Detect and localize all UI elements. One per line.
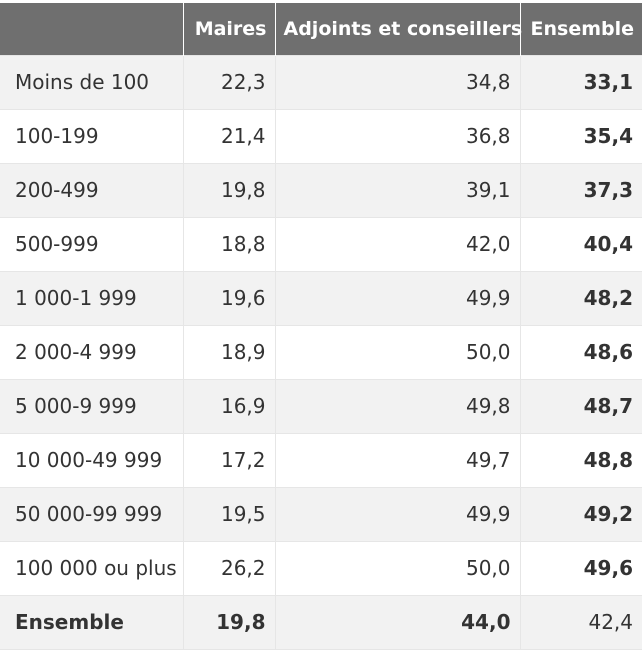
cell-ensemble: 48,6: [519, 324, 642, 379]
cell-maires: 26,2: [182, 540, 275, 595]
cell-adjoints: 44,0: [274, 594, 520, 650]
row-label: 100 000 ou plus: [0, 540, 183, 595]
cell-adjoints: 49,9: [274, 270, 520, 325]
cell-adjoints: 34,8: [274, 54, 520, 109]
cell-maires: 19,8: [182, 594, 275, 650]
cell-maires: 18,9: [182, 324, 275, 379]
header-cell-category: [0, 3, 183, 55]
header-cell-adjoints: Adjoints et conseillers: [274, 3, 522, 55]
table-row: 50 000-99 999 19,5 49,9 49,2: [0, 486, 642, 541]
cell-maires: 19,8: [182, 162, 275, 217]
table-row: 100 000 ou plus 26,2 50,0 49,6: [0, 540, 642, 595]
cell-ensemble: 49,2: [519, 486, 642, 541]
cell-maires: 18,8: [182, 216, 275, 271]
cell-ensemble: 33,1: [519, 54, 642, 109]
total-row: Ensemble 19,8 44,0 42,4: [0, 594, 642, 650]
header-row: Maires Adjoints et conseillers Ensemble: [0, 3, 642, 55]
cell-ensemble: 48,7: [519, 378, 642, 433]
cell-maires: 22,3: [182, 54, 275, 109]
table-row: 500-999 18,8 42,0 40,4: [0, 216, 642, 271]
row-label: Ensemble: [0, 594, 183, 650]
cell-ensemble: 48,2: [519, 270, 642, 325]
header-cell-ensemble: Ensemble: [519, 3, 642, 55]
cell-maires: 16,9: [182, 378, 275, 433]
table-row: 2 000-4 999 18,9 50,0 48,6: [0, 324, 642, 379]
row-label: 50 000-99 999: [0, 486, 183, 541]
cell-maires: 19,6: [182, 270, 275, 325]
cell-ensemble: 40,4: [519, 216, 642, 271]
cell-adjoints: 50,0: [274, 324, 520, 379]
row-label: 2 000-4 999: [0, 324, 183, 379]
table-body: Moins de 100 22,3 34,8 33,1 100-199 21,4…: [0, 54, 642, 650]
table-row: 200-499 19,8 39,1 37,3: [0, 162, 642, 217]
row-label: 100-199: [0, 108, 183, 163]
cell-maires: 17,2: [182, 432, 275, 487]
table-row: 1 000-1 999 19,6 49,9 48,2: [0, 270, 642, 325]
cell-adjoints: 49,8: [274, 378, 520, 433]
table-row: 10 000-49 999 17,2 49,7 48,8: [0, 432, 642, 487]
cell-adjoints: 50,0: [274, 540, 520, 595]
cell-ensemble: 37,3: [519, 162, 642, 217]
table-header: Maires Adjoints et conseillers Ensemble: [0, 3, 642, 55]
table-row: 5 000-9 999 16,9 49,8 48,7: [0, 378, 642, 433]
cell-adjoints: 42,0: [274, 216, 520, 271]
cell-adjoints: 36,8: [274, 108, 520, 163]
row-label: 1 000-1 999: [0, 270, 183, 325]
table-row: 100-199 21,4 36,8 35,4: [0, 108, 642, 163]
row-label: 5 000-9 999: [0, 378, 183, 433]
row-label: 500-999: [0, 216, 183, 271]
cell-ensemble: 49,6: [519, 540, 642, 595]
cell-adjoints: 49,7: [274, 432, 520, 487]
cell-ensemble: 42,4: [519, 594, 642, 650]
row-label: Moins de 100: [0, 54, 183, 109]
cell-maires: 19,5: [182, 486, 275, 541]
row-label: 200-499: [0, 162, 183, 217]
cell-ensemble: 48,8: [519, 432, 642, 487]
cell-adjoints: 39,1: [274, 162, 520, 217]
cell-adjoints: 49,9: [274, 486, 520, 541]
cell-ensemble: 35,4: [519, 108, 642, 163]
row-label: 10 000-49 999: [0, 432, 183, 487]
header-cell-maires: Maires: [182, 3, 275, 55]
data-table: Maires Adjoints et conseillers Ensemble …: [0, 3, 642, 650]
table-row: Moins de 100 22,3 34,8 33,1: [0, 54, 642, 109]
cell-maires: 21,4: [182, 108, 275, 163]
